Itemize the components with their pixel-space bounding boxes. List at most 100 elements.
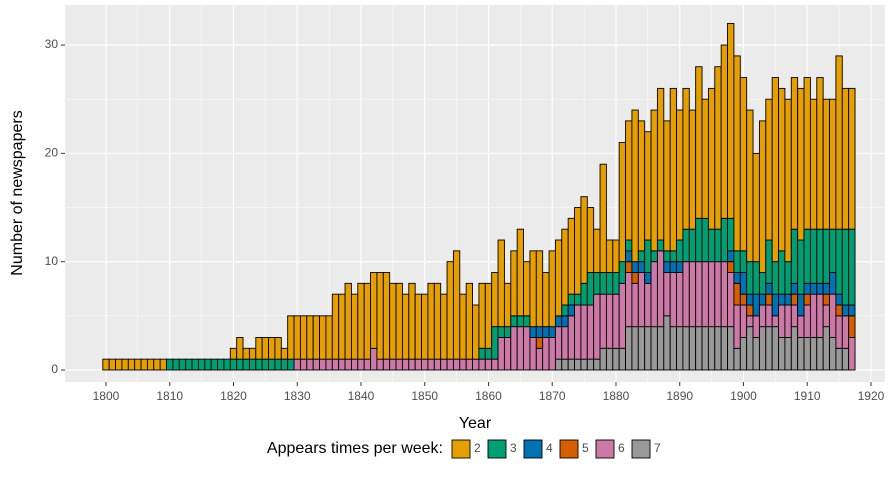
bar-segment	[510, 315, 518, 328]
bar-segment	[707, 228, 716, 263]
bar-segment	[746, 261, 754, 295]
bar-segment	[408, 358, 416, 371]
bar-segment	[829, 337, 837, 371]
bar-segment	[739, 293, 748, 306]
legend-swatch	[595, 439, 615, 459]
bar-segment	[299, 358, 308, 371]
bar-segment	[809, 228, 818, 284]
bar-segment	[707, 261, 716, 328]
bar-segment	[816, 282, 824, 295]
bar-segment	[644, 272, 652, 284]
bar-segment	[816, 228, 824, 284]
bar-segment	[676, 261, 684, 273]
bar-segment	[299, 315, 308, 360]
bar-segment	[574, 293, 582, 306]
bar-segment	[848, 228, 856, 306]
bar-segment	[701, 261, 709, 328]
bar-segment	[784, 261, 792, 295]
bar-segment	[421, 358, 429, 371]
bar-segment	[669, 250, 677, 263]
bar-segment	[599, 293, 607, 349]
bar-segment	[229, 358, 238, 371]
bar-segment	[561, 304, 569, 317]
y-axis-label: Number of newspapers	[9, 110, 26, 275]
bar-segment	[363, 282, 371, 360]
bar-segment	[414, 358, 422, 371]
bar-segment	[331, 358, 340, 371]
bar-segment	[459, 358, 467, 371]
bar-segment	[682, 228, 690, 263]
bar-segment	[567, 304, 575, 317]
bar-segment	[701, 217, 709, 263]
bar-segment	[408, 282, 416, 360]
bar-segment	[803, 304, 811, 338]
bar-segment	[197, 358, 206, 371]
bar-segment	[803, 77, 811, 230]
bar-segment	[542, 326, 550, 338]
bar-segment	[669, 326, 677, 371]
bar-segment	[255, 337, 263, 360]
bar-segment	[229, 347, 238, 360]
bar-segment	[663, 315, 671, 371]
bar-segment	[797, 239, 805, 295]
bar-segment	[835, 293, 843, 306]
bar-segment	[644, 131, 652, 241]
bar-segment	[204, 358, 212, 371]
bar-segment	[459, 293, 467, 360]
bar-segment	[829, 228, 837, 273]
bar-segment	[280, 347, 289, 360]
bar-segment	[631, 261, 639, 273]
bar-segment	[529, 326, 537, 338]
bar-segment	[484, 347, 493, 360]
bar-segment	[248, 347, 257, 360]
bar-segment	[625, 272, 633, 328]
bar-segment	[695, 66, 703, 219]
bar-segment	[803, 282, 811, 295]
bar-segment	[727, 22, 735, 219]
bar-segment	[401, 358, 410, 371]
bar-segment	[848, 337, 856, 371]
bar-segment	[382, 272, 391, 360]
x-axis-label: Year	[459, 415, 492, 432]
bar-segment	[688, 261, 697, 328]
bar-segment	[306, 315, 314, 360]
bar-segment	[707, 87, 716, 230]
bar-segment	[618, 142, 626, 263]
bar-segment	[625, 250, 633, 263]
bar-segment	[293, 315, 301, 360]
bar-segment	[472, 304, 480, 360]
bar-segment	[682, 326, 690, 371]
bar-segment	[497, 326, 505, 338]
bar-segment	[357, 282, 365, 360]
bar-segment	[746, 315, 754, 328]
bar-segment	[816, 337, 824, 371]
y-tick-label: 0	[51, 362, 58, 376]
bar-segment	[344, 358, 352, 371]
bar-segment	[395, 282, 403, 360]
bar-segment	[306, 358, 314, 371]
bar-segment	[503, 337, 512, 371]
bar-segment	[567, 293, 575, 306]
bar-segment	[236, 337, 244, 360]
bar-segment	[637, 250, 646, 263]
legend-label: 2	[474, 441, 481, 455]
bar-segment	[542, 337, 550, 371]
bar-segment	[656, 326, 665, 371]
bar-segment	[669, 272, 677, 328]
bar-segment	[593, 272, 601, 295]
legend-swatch	[559, 439, 579, 459]
bar-segment	[319, 358, 327, 371]
bar-segment	[778, 337, 786, 371]
bar-segment	[510, 326, 518, 371]
bar-segment	[637, 261, 646, 273]
bar-segment	[746, 304, 754, 317]
bar-segment	[554, 358, 563, 371]
bar-segment	[599, 347, 607, 371]
bar-segment	[421, 293, 429, 360]
bar-segment	[166, 358, 174, 371]
bar-segment	[803, 293, 811, 306]
bar-segment	[765, 239, 773, 284]
bar-segment	[274, 358, 282, 371]
bar-segment	[714, 228, 722, 263]
bar-segment	[790, 326, 799, 371]
